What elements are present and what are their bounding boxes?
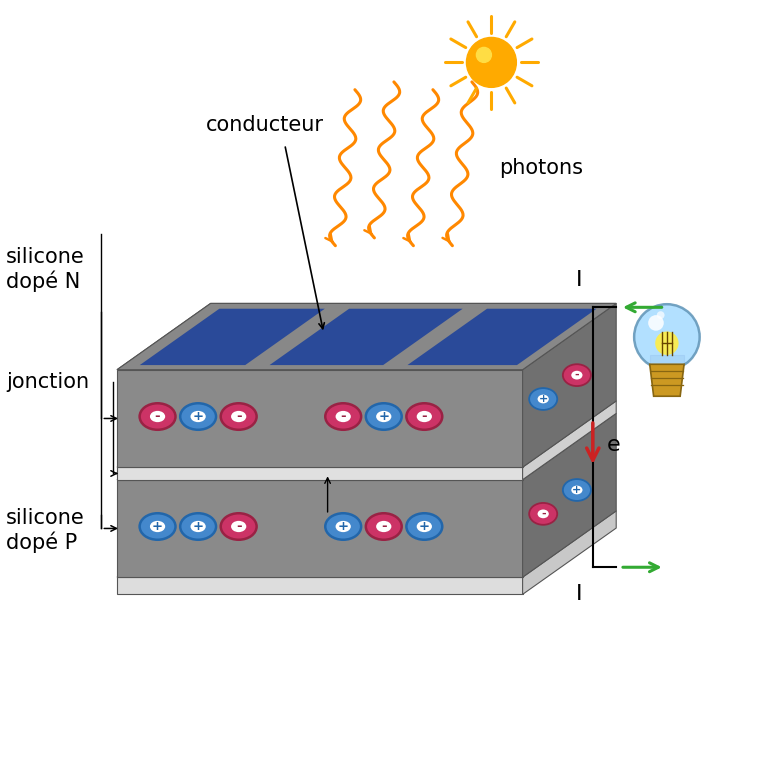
Text: +: +	[538, 394, 548, 404]
Polygon shape	[117, 401, 616, 467]
Text: +: +	[378, 410, 389, 423]
Text: +: +	[419, 520, 430, 533]
Ellipse shape	[571, 486, 583, 495]
Ellipse shape	[366, 513, 402, 540]
Ellipse shape	[529, 388, 557, 410]
Ellipse shape	[417, 411, 432, 422]
Ellipse shape	[571, 370, 583, 380]
Ellipse shape	[180, 403, 216, 430]
Ellipse shape	[325, 513, 361, 540]
Ellipse shape	[366, 403, 402, 430]
Ellipse shape	[325, 403, 361, 430]
Ellipse shape	[537, 395, 549, 403]
Ellipse shape	[150, 411, 165, 422]
Circle shape	[477, 48, 491, 62]
Ellipse shape	[406, 513, 442, 540]
Ellipse shape	[376, 411, 392, 422]
Ellipse shape	[406, 403, 442, 430]
Ellipse shape	[140, 403, 176, 430]
Text: -: -	[340, 410, 346, 423]
Ellipse shape	[563, 364, 591, 386]
Ellipse shape	[231, 411, 246, 422]
Polygon shape	[117, 303, 616, 370]
Polygon shape	[650, 364, 684, 396]
Polygon shape	[523, 413, 616, 577]
Ellipse shape	[180, 513, 216, 540]
Polygon shape	[407, 309, 597, 365]
Ellipse shape	[150, 521, 165, 532]
Circle shape	[657, 311, 665, 319]
Circle shape	[634, 304, 700, 370]
Ellipse shape	[190, 411, 206, 422]
Text: e: e	[607, 435, 620, 455]
Text: silicone
dopé N: silicone dopé N	[6, 246, 85, 292]
Text: -: -	[575, 370, 580, 380]
Circle shape	[648, 315, 664, 331]
Ellipse shape	[376, 521, 392, 532]
Text: I: I	[576, 584, 582, 604]
Polygon shape	[117, 480, 523, 577]
Polygon shape	[117, 370, 523, 467]
Ellipse shape	[231, 521, 246, 532]
Text: silicone
dopé P: silicone dopé P	[6, 508, 85, 553]
Text: -: -	[154, 410, 161, 423]
Ellipse shape	[335, 411, 351, 422]
Polygon shape	[117, 511, 616, 577]
Text: -: -	[381, 520, 387, 533]
Ellipse shape	[190, 521, 206, 532]
Text: +: +	[193, 520, 204, 533]
Text: +: +	[193, 410, 204, 423]
Polygon shape	[270, 309, 463, 365]
Text: conducteur: conducteur	[206, 115, 324, 135]
Polygon shape	[523, 511, 616, 594]
Text: +: +	[152, 520, 163, 533]
Circle shape	[655, 332, 679, 355]
Ellipse shape	[529, 503, 557, 525]
Text: -: -	[236, 520, 242, 533]
Polygon shape	[523, 303, 616, 467]
Ellipse shape	[140, 513, 176, 540]
Polygon shape	[117, 577, 523, 594]
Text: I: I	[576, 270, 582, 290]
Polygon shape	[117, 467, 523, 480]
Ellipse shape	[335, 521, 351, 532]
Ellipse shape	[563, 479, 591, 501]
Polygon shape	[117, 413, 616, 480]
Text: jonction: jonction	[6, 372, 90, 392]
Polygon shape	[117, 303, 616, 370]
Text: +: +	[573, 485, 582, 495]
Polygon shape	[140, 309, 324, 365]
Text: -: -	[421, 410, 427, 423]
Ellipse shape	[221, 403, 257, 430]
Text: +: +	[338, 520, 349, 533]
Ellipse shape	[221, 513, 257, 540]
Circle shape	[466, 37, 516, 87]
Ellipse shape	[537, 509, 549, 518]
Polygon shape	[523, 401, 616, 480]
Ellipse shape	[417, 521, 432, 532]
Text: -: -	[541, 509, 545, 519]
Polygon shape	[650, 355, 684, 364]
Text: photons: photons	[499, 158, 583, 178]
Text: -: -	[236, 410, 242, 423]
